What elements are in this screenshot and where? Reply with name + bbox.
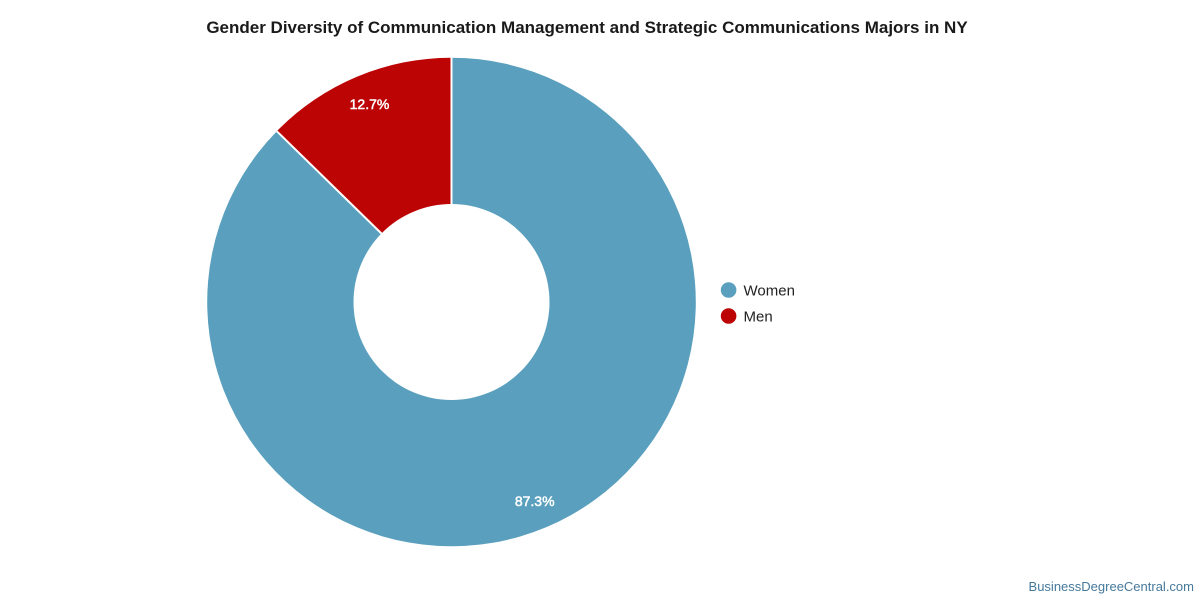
svg-text:87.3%: 87.3%	[515, 493, 555, 509]
svg-text:Women: Women	[744, 282, 795, 299]
svg-text:Gender Diversity of Communicat: Gender Diversity of Communication Manage…	[206, 18, 968, 37]
svg-text:Men: Men	[744, 308, 773, 325]
svg-text:BusinessDegreeCentral.com: BusinessDegreeCentral.com	[1029, 579, 1194, 594]
svg-text:12.7%: 12.7%	[350, 96, 390, 112]
